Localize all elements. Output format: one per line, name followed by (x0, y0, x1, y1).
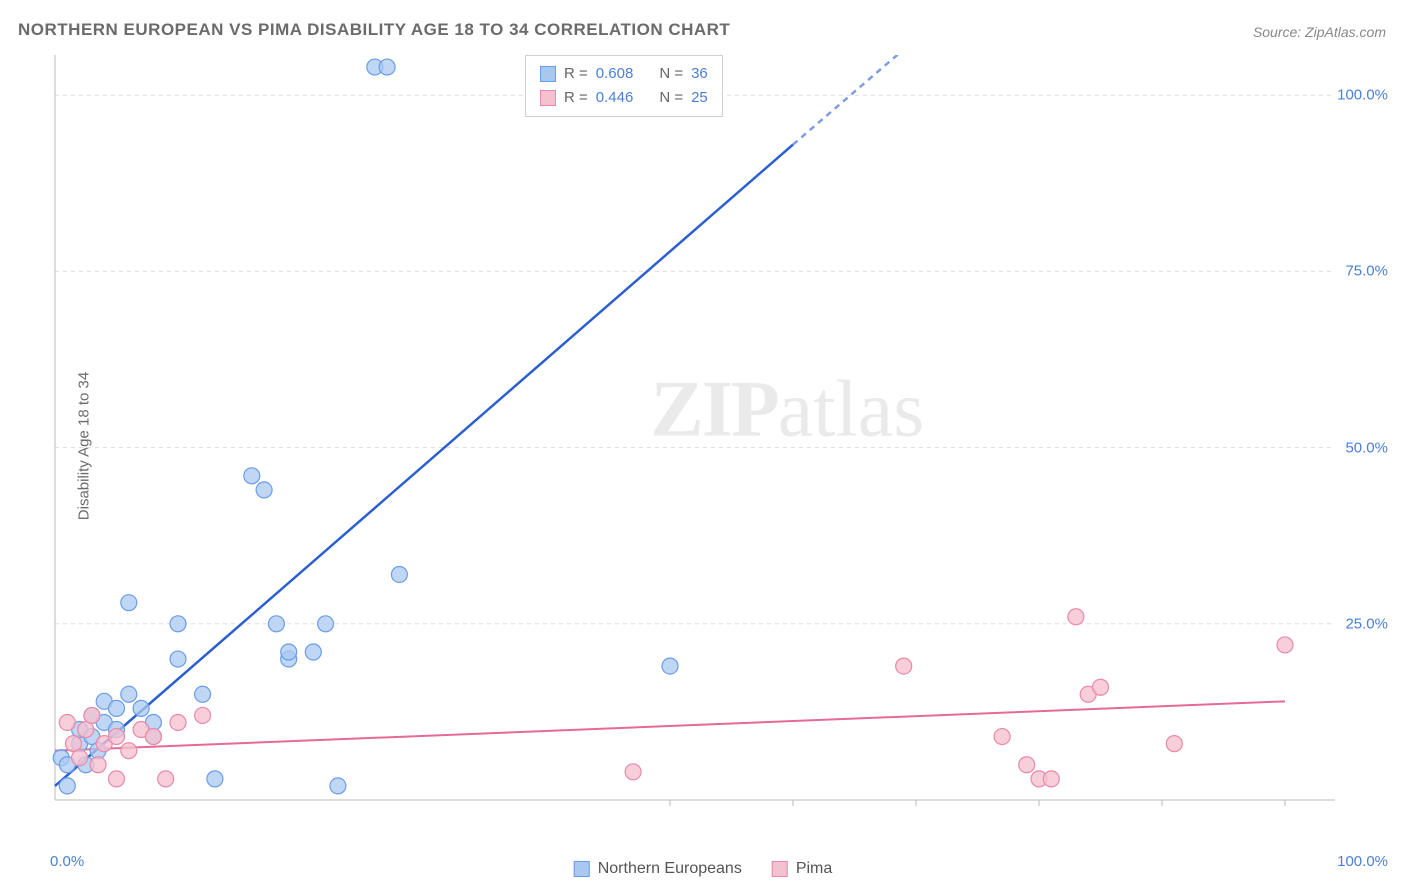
legend-label-0: Northern Europeans (598, 860, 742, 878)
series-legend: Northern Europeans Pima (574, 860, 833, 878)
legend-row-series-1: R = 0.446 N = 25 (540, 86, 708, 110)
n-label: N = (659, 86, 683, 110)
y-tick-label: 100.0% (1337, 87, 1388, 104)
n-value-1: 25 (691, 86, 708, 110)
legend-row-series-0: R = 0.608 N = 36 (540, 62, 708, 86)
source-attribution: Source: ZipAtlas.com (1253, 24, 1386, 40)
y-tick-label: 25.0% (1345, 615, 1388, 632)
y-tick-label: 50.0% (1345, 439, 1388, 456)
chart-container: NORTHERN EUROPEAN VS PIMA DISABILITY AGE… (0, 0, 1406, 892)
x-tick-max: 100.0% (1337, 853, 1388, 870)
legend-swatch-pima (772, 861, 788, 877)
r-label: R = (564, 62, 588, 86)
n-label: N = (659, 62, 683, 86)
legend-swatch-0 (540, 66, 556, 82)
legend-item-0: Northern Europeans (574, 860, 742, 878)
chart-title: NORTHERN EUROPEAN VS PIMA DISABILITY AGE… (18, 20, 730, 40)
r-value-0: 0.608 (596, 62, 634, 86)
r-label: R = (564, 86, 588, 110)
legend-label-1: Pima (796, 860, 832, 878)
scatter-plot-svg (50, 55, 1340, 825)
legend-swatch-northern-europeans (574, 861, 590, 877)
r-value-1: 0.446 (596, 86, 634, 110)
legend-swatch-1 (540, 90, 556, 106)
y-tick-label: 75.0% (1345, 263, 1388, 280)
x-tick-min: 0.0% (50, 853, 84, 870)
correlation-legend: R = 0.608 N = 36 R = 0.446 N = 25 (525, 55, 723, 117)
plot-area (50, 55, 1340, 825)
n-value-0: 36 (691, 62, 708, 86)
legend-item-1: Pima (772, 860, 832, 878)
